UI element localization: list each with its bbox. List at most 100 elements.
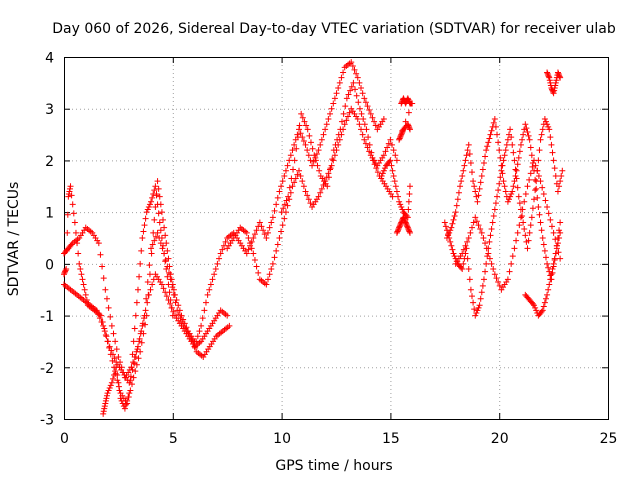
data-point xyxy=(132,312,139,319)
data-point xyxy=(356,79,363,86)
data-point xyxy=(477,295,484,302)
data-point xyxy=(148,245,155,252)
data-point xyxy=(294,134,301,141)
data-point xyxy=(63,247,70,254)
data-point xyxy=(297,172,304,179)
data-point xyxy=(542,295,549,302)
data-point xyxy=(193,338,200,345)
data-point xyxy=(125,394,132,401)
data-point xyxy=(101,328,108,335)
data-point xyxy=(162,258,169,265)
data-point xyxy=(159,245,166,252)
data-point xyxy=(342,103,349,110)
data-point xyxy=(548,141,555,148)
data-point xyxy=(180,316,187,323)
data-point xyxy=(405,123,412,130)
data-point xyxy=(360,116,367,123)
data-point xyxy=(303,122,310,129)
data-point xyxy=(358,126,365,133)
data-point xyxy=(78,271,85,278)
data-point xyxy=(351,66,358,73)
data-point xyxy=(474,307,481,314)
data-point xyxy=(216,255,223,262)
data-point xyxy=(551,85,558,92)
data-point xyxy=(160,285,167,292)
data-point xyxy=(97,251,104,258)
data-point xyxy=(539,235,546,241)
data-point xyxy=(454,196,461,203)
data-point xyxy=(144,206,151,213)
x-axis-label: GPS time / hours xyxy=(275,458,392,474)
data-point xyxy=(508,134,515,141)
data-point xyxy=(404,95,411,102)
data-point xyxy=(100,322,107,329)
data-point xyxy=(294,131,301,138)
data-point xyxy=(526,229,533,236)
series-trace-d xyxy=(100,183,176,417)
data-point xyxy=(324,183,331,190)
data-point xyxy=(332,141,339,148)
data-point xyxy=(338,74,345,81)
data-point xyxy=(288,175,295,182)
data-point xyxy=(116,387,123,394)
data-point xyxy=(396,198,403,205)
data-point xyxy=(535,172,542,179)
data-point xyxy=(151,187,158,194)
data-point xyxy=(140,315,147,322)
data-point xyxy=(466,276,473,283)
data-point xyxy=(276,188,283,195)
data-point xyxy=(167,300,174,307)
data-point xyxy=(143,209,150,216)
data-point xyxy=(363,126,370,133)
data-point xyxy=(166,263,173,270)
data-point xyxy=(66,188,73,195)
data-point xyxy=(523,125,530,132)
data-point xyxy=(173,297,180,304)
data-point xyxy=(79,276,86,283)
data-point xyxy=(274,194,281,201)
data-point xyxy=(106,343,113,350)
data-point xyxy=(64,229,71,236)
data-point xyxy=(337,126,344,133)
data-point xyxy=(547,134,554,141)
data-point xyxy=(405,122,412,129)
data-point xyxy=(139,322,146,329)
data-point xyxy=(343,117,350,124)
data-point xyxy=(467,160,474,167)
data-point xyxy=(63,266,70,273)
data-point xyxy=(361,95,368,102)
data-point xyxy=(369,114,376,121)
data-point xyxy=(391,178,398,185)
y-tick-label: 3 xyxy=(45,102,54,118)
data-point xyxy=(471,306,478,313)
data-point xyxy=(556,73,563,80)
data-point xyxy=(472,214,479,221)
data-point xyxy=(113,364,120,371)
data-point xyxy=(502,147,509,154)
data-point xyxy=(354,116,361,123)
data-point xyxy=(501,183,508,190)
data-point xyxy=(507,126,514,133)
data-point xyxy=(299,178,306,185)
data-point xyxy=(500,157,507,164)
data-point xyxy=(399,128,406,135)
data-point xyxy=(390,172,397,179)
data-point xyxy=(453,202,460,209)
data-point xyxy=(398,130,405,137)
data-point xyxy=(409,100,416,107)
data-point xyxy=(405,109,412,116)
data-point xyxy=(514,184,521,191)
data-point xyxy=(265,229,271,236)
data-point xyxy=(191,343,198,350)
data-point xyxy=(67,183,74,190)
data-point xyxy=(392,152,399,159)
data-point xyxy=(389,167,396,174)
data-point xyxy=(405,198,412,205)
data-point xyxy=(472,312,479,319)
data-point xyxy=(478,289,485,296)
data-point xyxy=(475,222,482,229)
data-point xyxy=(286,157,293,164)
data-point xyxy=(284,162,291,169)
data-point xyxy=(504,198,511,205)
data-point xyxy=(348,59,355,66)
